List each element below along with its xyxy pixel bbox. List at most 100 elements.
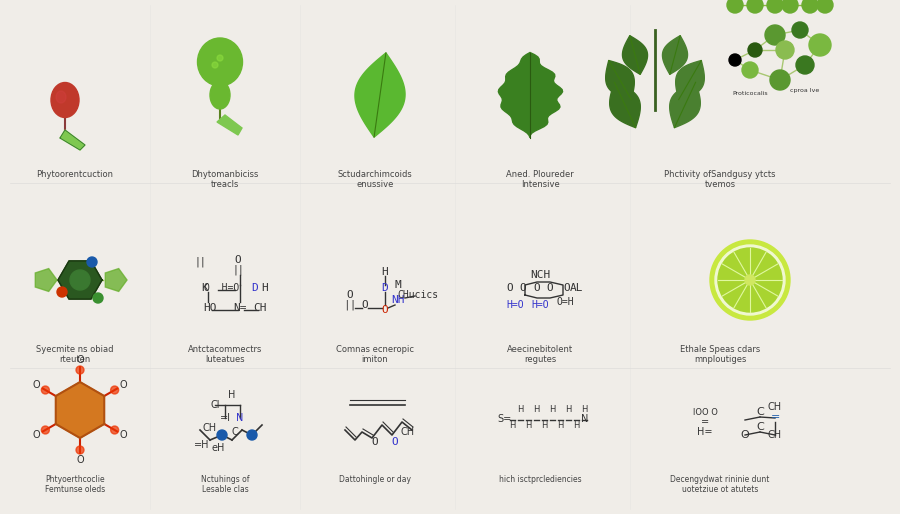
Text: cproa Ive: cproa Ive bbox=[790, 88, 820, 93]
Text: S=: S= bbox=[498, 414, 512, 424]
Circle shape bbox=[817, 0, 833, 13]
Text: Syecmite ns obiad
rteuten: Syecmite ns obiad rteuten bbox=[36, 345, 113, 364]
Text: H: H bbox=[541, 421, 547, 430]
Text: Dattohingle or day: Dattohingle or day bbox=[339, 475, 411, 484]
Text: H=O: H=O bbox=[506, 300, 524, 310]
Text: eH: eH bbox=[212, 443, 225, 453]
Text: O: O bbox=[741, 430, 750, 440]
Circle shape bbox=[809, 34, 831, 56]
Polygon shape bbox=[58, 261, 102, 299]
Circle shape bbox=[41, 386, 50, 394]
Text: =I: =I bbox=[220, 413, 230, 423]
Text: NCH: NCH bbox=[530, 270, 550, 280]
Circle shape bbox=[727, 0, 743, 13]
Circle shape bbox=[745, 275, 755, 285]
Circle shape bbox=[217, 430, 227, 440]
Circle shape bbox=[217, 55, 223, 61]
Text: O: O bbox=[76, 455, 84, 465]
Text: C: C bbox=[756, 422, 764, 432]
Text: Dhytomanbiciss
treacls: Dhytomanbiciss treacls bbox=[192, 170, 258, 189]
Text: N: N bbox=[237, 413, 244, 423]
Text: CH: CH bbox=[768, 430, 782, 440]
Text: HO: HO bbox=[203, 303, 217, 313]
Polygon shape bbox=[609, 82, 640, 127]
Circle shape bbox=[87, 257, 97, 267]
Text: H: H bbox=[382, 267, 389, 277]
Text: O: O bbox=[346, 290, 354, 300]
Text: Aeecinebitolent
regutes: Aeecinebitolent regutes bbox=[507, 345, 573, 364]
Circle shape bbox=[41, 426, 50, 434]
Text: AL: AL bbox=[571, 283, 584, 293]
Text: O: O bbox=[507, 283, 513, 293]
Text: H: H bbox=[262, 283, 268, 293]
Text: H: H bbox=[517, 405, 523, 414]
Text: O: O bbox=[120, 430, 127, 440]
Text: C: C bbox=[756, 407, 764, 417]
Circle shape bbox=[747, 0, 763, 13]
Polygon shape bbox=[670, 82, 700, 127]
Text: CH: CH bbox=[253, 303, 266, 313]
Text: Aned. Ploureder
Intensive: Aned. Ploureder Intensive bbox=[506, 170, 574, 189]
Ellipse shape bbox=[51, 83, 79, 118]
Circle shape bbox=[93, 293, 103, 303]
Polygon shape bbox=[606, 61, 634, 100]
Text: H: H bbox=[580, 405, 587, 414]
Text: ||: || bbox=[194, 257, 206, 267]
Text: H=: H= bbox=[698, 427, 713, 437]
Text: H=O: H=O bbox=[531, 300, 549, 310]
Circle shape bbox=[111, 386, 119, 394]
Text: O: O bbox=[76, 355, 84, 365]
Text: H: H bbox=[533, 405, 539, 414]
Circle shape bbox=[802, 0, 818, 13]
Text: Phtyoerthcoclie
Femtunse oleds: Phtyoerthcoclie Femtunse oleds bbox=[45, 475, 105, 494]
Circle shape bbox=[796, 56, 814, 74]
Text: D: D bbox=[382, 283, 389, 293]
Circle shape bbox=[767, 0, 783, 13]
Text: ||: || bbox=[232, 265, 244, 276]
Text: CHucics: CHucics bbox=[398, 290, 438, 300]
Text: lOO O: lOO O bbox=[693, 408, 717, 417]
Circle shape bbox=[247, 430, 257, 440]
Circle shape bbox=[792, 22, 808, 38]
Text: Ethale Speas cdars
mnploutiges: Ethale Speas cdars mnploutiges bbox=[680, 345, 760, 364]
Text: H: H bbox=[549, 405, 555, 414]
Text: O  H=O: O H=O bbox=[204, 283, 239, 293]
Ellipse shape bbox=[197, 38, 242, 86]
Text: O: O bbox=[392, 437, 399, 447]
Text: Decengydwat rininie dunt
uotetziue ot atutets: Decengydwat rininie dunt uotetziue ot at… bbox=[670, 475, 770, 494]
Text: =: = bbox=[701, 417, 709, 427]
Ellipse shape bbox=[56, 91, 66, 103]
Text: CH: CH bbox=[768, 402, 782, 412]
Polygon shape bbox=[60, 130, 85, 150]
Polygon shape bbox=[105, 269, 127, 291]
Text: ||: || bbox=[343, 300, 356, 310]
Circle shape bbox=[715, 245, 785, 315]
Circle shape bbox=[710, 240, 790, 320]
Text: O: O bbox=[235, 255, 241, 265]
Circle shape bbox=[782, 0, 798, 13]
Text: Phytoorentcuction: Phytoorentcuction bbox=[37, 170, 113, 179]
Polygon shape bbox=[35, 269, 57, 291]
Text: N=: N= bbox=[233, 303, 247, 313]
Text: hich isctprclediencies: hich isctprclediencies bbox=[499, 475, 581, 484]
Polygon shape bbox=[676, 61, 705, 100]
Text: C: C bbox=[231, 427, 239, 437]
Text: M: M bbox=[394, 280, 401, 290]
Circle shape bbox=[212, 62, 218, 68]
Text: =: = bbox=[770, 412, 779, 422]
Circle shape bbox=[70, 270, 90, 290]
Text: O: O bbox=[382, 305, 389, 315]
Text: Nctuhings of
Lesable clas: Nctuhings of Lesable clas bbox=[201, 475, 249, 494]
Text: Phctivity ofSandgusy ytcts
tvemos: Phctivity ofSandgusy ytcts tvemos bbox=[664, 170, 776, 189]
Polygon shape bbox=[499, 52, 562, 138]
Text: O: O bbox=[33, 430, 40, 440]
Text: O: O bbox=[563, 283, 571, 293]
Polygon shape bbox=[355, 53, 405, 137]
Text: H: H bbox=[572, 421, 580, 430]
Text: H: H bbox=[565, 405, 572, 414]
Text: N: N bbox=[581, 414, 589, 424]
Text: O=H: O=H bbox=[556, 297, 574, 307]
Circle shape bbox=[76, 446, 84, 454]
Text: Cl: Cl bbox=[211, 400, 220, 410]
Circle shape bbox=[770, 70, 790, 90]
